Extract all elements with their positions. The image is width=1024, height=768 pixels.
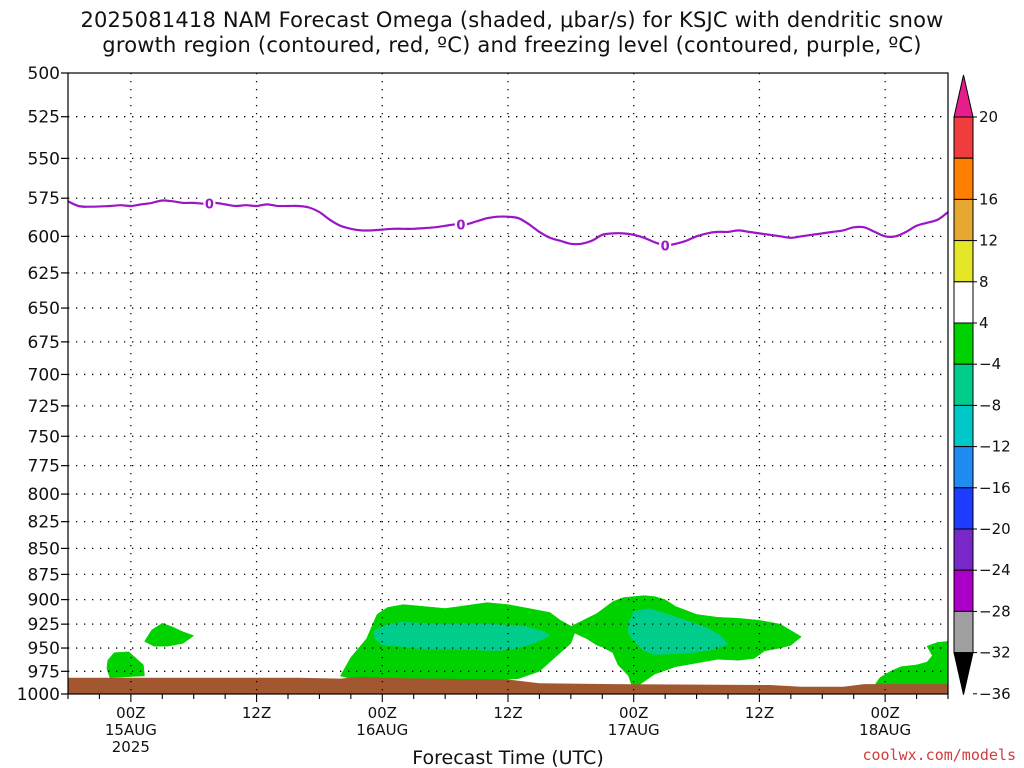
colorbar-tick-label: −24 <box>979 561 1011 579</box>
omega-shading-layer <box>106 595 948 686</box>
colorbar-bin <box>953 446 974 489</box>
colorbar-tick-label: −28 <box>979 602 1011 620</box>
y-tick-label: 875 <box>28 565 60 585</box>
x-tick-label: 2025 <box>112 738 150 756</box>
colorbar-tick-label: 12 <box>979 232 998 250</box>
omega-region-2 <box>144 622 195 647</box>
x-tick-label: 16AUG <box>356 721 408 739</box>
colorbar-tick-label: 4 <box>979 314 989 332</box>
y-tick-label: 575 <box>28 189 60 209</box>
omega-region-5 <box>874 641 948 686</box>
colorbar-tick-label: −12 <box>979 438 1011 456</box>
y-tick-label: 500 <box>28 64 60 84</box>
x-tick-label: 00Z <box>619 704 648 722</box>
colorbar-tick-label: −20 <box>979 520 1011 538</box>
colorbar-bin <box>953 281 974 324</box>
contour-label-bg <box>454 216 467 233</box>
colorbar-bin <box>953 322 974 365</box>
colorbar-bin <box>953 363 974 406</box>
freezing-contour-label: 0 <box>456 218 465 233</box>
y-tick-label: 725 <box>28 397 60 417</box>
y-tick-label: 800 <box>28 485 60 505</box>
x-tick-label: 00Z <box>870 704 899 722</box>
colorbar-extend-max <box>953 74 974 118</box>
colorbar-tick-label: −16 <box>979 479 1011 497</box>
x-tick-label: 12Z <box>745 704 774 722</box>
colorbar-bin <box>953 157 974 200</box>
y-tick-label: 900 <box>28 591 60 611</box>
x-tick-label: 12Z <box>493 704 522 722</box>
colorbar-bin <box>953 198 974 242</box>
colorbar-bin <box>953 116 974 159</box>
x-tick-label: 00Z <box>116 704 145 722</box>
x-axis-label: Forecast Time (UTC) <box>412 747 603 768</box>
chart-grid <box>68 73 948 694</box>
colorbar-bin <box>953 610 974 654</box>
plot-frame <box>67 72 949 695</box>
colorbar-tick-label: −8 <box>979 396 1001 414</box>
freezing-level-layer: 0 0 0 <box>67 195 949 254</box>
contour-label-bg <box>659 237 672 254</box>
y-tick-label: 925 <box>28 615 60 635</box>
x-tick-label: 00Z <box>368 704 397 722</box>
colorbar-bin <box>953 569 974 612</box>
y-tick-label: 975 <box>28 662 60 682</box>
surface-terrain-layer <box>68 676 948 694</box>
colorbar-tick-label: −4 <box>979 355 1001 373</box>
y-tick-label: 850 <box>28 539 60 559</box>
y-tick-label: 600 <box>28 227 60 247</box>
colorbar-tick-label: 8 <box>979 273 989 291</box>
x-tick-label: 12Z <box>242 704 271 722</box>
y-tick-label: 525 <box>28 108 60 128</box>
colorbar-bin <box>953 487 974 530</box>
y-tick-label: 700 <box>28 365 60 385</box>
y-tick-label: 750 <box>28 427 60 447</box>
surface-terrain <box>68 676 948 694</box>
colorbar-tick-label: 20 <box>979 108 998 126</box>
omega-region-7 <box>628 608 729 655</box>
y-tick-label: 550 <box>28 149 60 169</box>
colorbar-tick-label: −32 <box>979 644 1011 662</box>
y-tick-label: 950 <box>28 639 60 659</box>
x-tick-label: 15AUG <box>105 721 157 739</box>
colorbar-bin <box>953 404 974 448</box>
freezing-contour-label: 0 <box>661 239 670 254</box>
y-tick-label: 675 <box>28 333 60 353</box>
omega-region-6 <box>373 621 551 652</box>
colorbar-extend-min <box>953 652 974 695</box>
freezing-level-line <box>67 199 949 247</box>
colorbar-tick-label: −36 <box>979 685 1011 703</box>
y-tick-label: 1000 <box>17 685 60 705</box>
credit-text: coolwx.com/models <box>862 746 1016 764</box>
colorbar: 20 16 12 8 4 −4 −8 −12 −16 −20 −24 −28 −32 −36 <box>953 74 1011 703</box>
y-tick-label: 625 <box>28 264 60 284</box>
chart-title-line1: 2025081418 NAM Forecast Omega (shaded, μ… <box>80 8 944 32</box>
contour-label-bg <box>203 195 216 212</box>
colorbar-tick-label: 16 <box>979 190 998 208</box>
y-axis: 500 525 550 575 600 625 650 675 700 725 750 775 800 8… <box>17 64 68 705</box>
chart-title-line2: growth region (contoured, red, ºC) and f… <box>102 33 922 57</box>
freezing-contour-label: 0 <box>205 197 214 212</box>
colorbar-bin <box>953 528 974 571</box>
omega-region-1 <box>106 651 145 678</box>
y-tick-label: 825 <box>28 513 60 533</box>
y-tick-label: 775 <box>28 457 60 477</box>
colorbar-bin <box>953 240 974 283</box>
y-tick-label: 650 <box>28 299 60 319</box>
x-tick-label: 18AUG <box>859 721 911 739</box>
x-tick-label: 17AUG <box>608 721 660 739</box>
